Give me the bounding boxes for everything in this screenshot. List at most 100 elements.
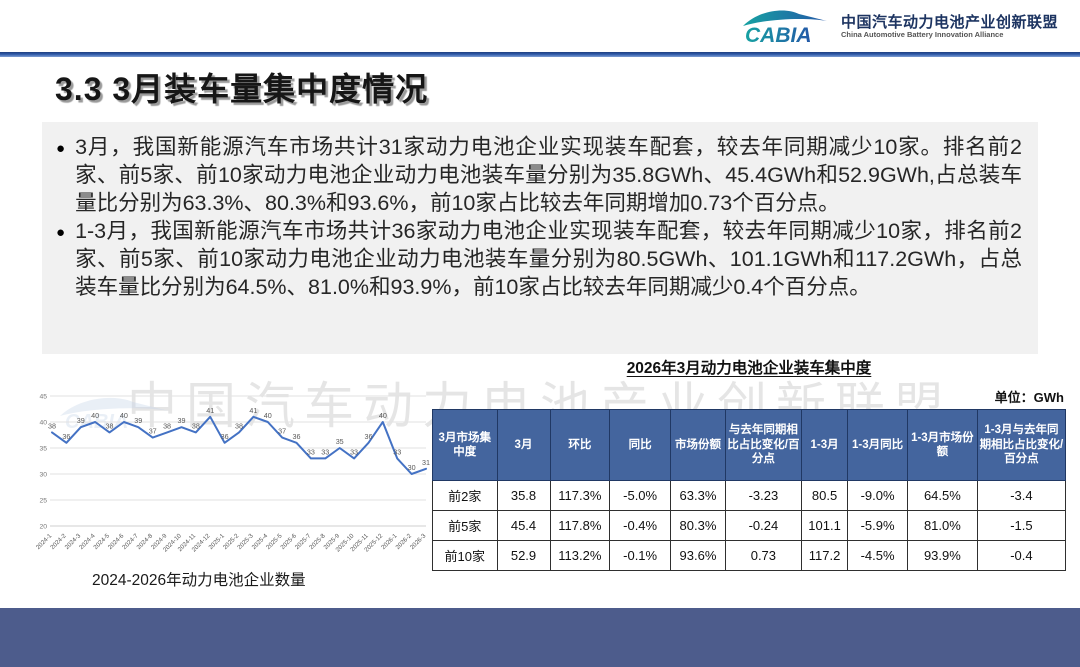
table-cell: -5.9% [847, 510, 908, 541]
svg-text:41: 41 [206, 406, 214, 415]
bullet-item-march: ● 3月，我国新能源汽车市场共计31家动力电池企业实现装车配套，较去年同期减少1… [56, 134, 1022, 218]
table-header-cell: 1-3月与去年同期相比占比变化/百分点 [976, 409, 1067, 481]
svg-text:40: 40 [379, 411, 387, 420]
table-cell: 64.5% [906, 480, 978, 511]
table-unit: 单位：GWh [994, 390, 1064, 405]
table-cell: -0.4% [609, 510, 672, 541]
svg-text:35: 35 [39, 445, 47, 452]
table-row: 前10家 52.9 113.2% -0.1% 93.6% 0.73 117.2 -4.5% 93… [432, 540, 1067, 571]
svg-text:CABIA: CABIA [745, 24, 812, 47]
chart-caption: 2024-2026年动力电池企业数量 [92, 572, 306, 589]
table-row: 前2家 35.8 117.3% -5.0% 63.3% -3.23 80.5 -9.0% 64.… [432, 480, 1067, 511]
table-header-cell: 1-3月市场份额 [906, 409, 978, 481]
svg-text:40: 40 [120, 411, 128, 420]
table-cell: 52.9 [496, 540, 551, 571]
table-header-cell: 1-3月同比 [847, 409, 908, 481]
footer-bar [0, 608, 1080, 667]
table-cell: -3.4 [976, 480, 1067, 511]
svg-text:30: 30 [39, 471, 47, 478]
svg-text:39: 39 [77, 416, 85, 425]
org-logo: CABIA 中国汽车动力电池产业创新联盟 China Automotive Ba… [739, 6, 1058, 48]
org-name-cn: 中国汽车动力电池产业创新联盟 [840, 14, 1058, 32]
table-cell: -1.5 [976, 510, 1067, 541]
bullet-text: 1-3月，我国新能源汽车市场共计36家动力电池企业实现装车配套，较去年同期减少1… [75, 218, 1022, 299]
company-count-chart: 20 25 30 35 40 45 38 36 39 40 38 40 39 37 38 39 38 41 36 38… [30, 384, 436, 574]
table-cell: 0.73 [724, 540, 802, 571]
bullet-text: 3月，我国新能源汽车市场共计31家动力电池企业实现装车配套，较去年同期减少10家… [75, 135, 1022, 215]
company-count-chart-svg: 2025303540453836394038403937383938413638… [35, 393, 430, 553]
bullet-item-q1: ● 1-3月，我国新能源汽车市场共计36家动力电池企业实现装车配套，较去年同期减… [56, 218, 1022, 302]
header: CABIA 中国汽车动力电池产业创新联盟 China Automotive Ba… [0, 0, 1080, 52]
table-cell: 93.6% [670, 540, 726, 571]
table-cell: 前10家 [432, 540, 498, 571]
table-header-cell: 同比 [609, 409, 672, 481]
table-cell: 80.5 [800, 480, 849, 511]
table-cell: 93.9% [906, 540, 978, 571]
svg-text:40: 40 [91, 411, 99, 420]
table-cell: 63.3% [670, 480, 726, 511]
svg-text:38: 38 [48, 421, 56, 430]
svg-text:31: 31 [422, 458, 430, 467]
table-cell: -5.0% [609, 480, 672, 511]
table-header-cell: 环比 [549, 409, 611, 481]
table-header-cell: 1-3月 [800, 409, 849, 481]
table-cell: 113.2% [549, 540, 611, 571]
bullet-icon: ● [56, 223, 66, 241]
svg-text:33: 33 [321, 447, 329, 456]
svg-text:45: 45 [39, 393, 47, 400]
table-cell: -0.1% [609, 540, 672, 571]
svg-text:36: 36 [293, 432, 301, 441]
svg-text:30: 30 [408, 463, 416, 472]
svg-text:38: 38 [235, 421, 243, 430]
svg-text:39: 39 [134, 416, 142, 425]
svg-text:38: 38 [106, 421, 114, 430]
table-cell: -9.0% [847, 480, 908, 511]
bullet-icon: ● [56, 140, 66, 157]
table-cell: -0.24 [724, 510, 802, 541]
svg-text:36: 36 [62, 432, 70, 441]
table-cell: -4.5% [847, 540, 908, 571]
table-cell: 35.8 [496, 480, 551, 511]
svg-text:25: 25 [39, 497, 47, 504]
header-divider [0, 52, 1080, 57]
table-cell: 81.0% [906, 510, 978, 541]
table-cell: 117.2 [800, 540, 849, 571]
svg-text:39: 39 [177, 416, 185, 425]
svg-text:37: 37 [149, 427, 157, 436]
table-cell: 101.1 [800, 510, 849, 541]
svg-text:36: 36 [364, 432, 372, 441]
table-cell: 前5家 [432, 510, 498, 541]
concentration-table-block: 2026年3月动力电池企业装车集中度 单位：GWh 3月市场集中度 3月 环比 同比市… [432, 356, 1067, 571]
svg-text:38: 38 [163, 421, 171, 430]
svg-text:36: 36 [221, 432, 229, 441]
svg-text:38: 38 [192, 421, 200, 430]
svg-text:33: 33 [393, 447, 401, 456]
table-cell: 80.3% [670, 510, 726, 541]
svg-text:41: 41 [249, 406, 257, 415]
table-header-cell: 与去年同期相比占比变化/百分点 [724, 409, 802, 481]
svg-text:20: 20 [39, 523, 47, 530]
table-cell: -3.23 [724, 480, 802, 511]
cabia-logo-icon: CABIA [742, 10, 827, 47]
svg-text:2026-3: 2026-3 [409, 532, 428, 551]
table-cell: 117.8% [549, 510, 611, 541]
svg-text:33: 33 [307, 447, 315, 456]
svg-text:33: 33 [350, 447, 358, 456]
table-header-cell: 3月市场集中度 [432, 409, 498, 481]
table-header-row: 3月市场集中度 3月 环比 同比 市场份额 与去年同期相比占比变化/百分点 1-3月 1-3月… [432, 409, 1067, 481]
table-cell: 前2家 [432, 480, 498, 511]
table-header-cell: 3月 [496, 409, 551, 481]
table-row: 前5家 45.4 117.8% -0.4% 80.3% -0.24 101.1 -5.9% 81… [432, 510, 1067, 541]
table-title: 2026年3月动力电池企业装车集中度 [626, 360, 872, 377]
page-title: 3.3 3月装车量集中度情况 [55, 71, 429, 107]
table-header-cell: 市场份额 [670, 409, 726, 481]
svg-text:37: 37 [278, 427, 286, 436]
svg-text:35: 35 [336, 437, 344, 446]
summary-text-box: ● 3月，我国新能源汽车市场共计31家动力电池企业实现装车配套，较去年同期减少1… [42, 122, 1038, 354]
table-cell: 117.3% [549, 480, 611, 511]
concentration-table: 3月市场集中度 3月 环比 同比 市场份额 与去年同期相比占比变化/百分点 1-3月 1-3月… [432, 409, 1067, 571]
svg-text:40: 40 [39, 419, 47, 426]
svg-text:40: 40 [264, 411, 272, 420]
org-name-en: China Automotive Battery Innovation Alli… [840, 30, 1004, 40]
